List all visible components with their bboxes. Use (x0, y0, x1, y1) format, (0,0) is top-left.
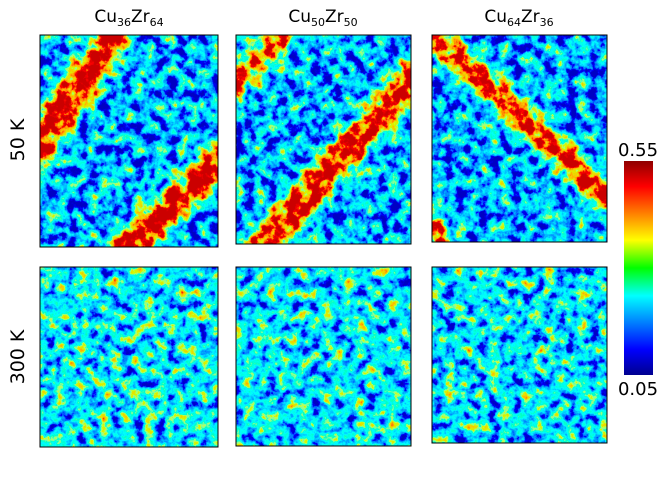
map-panel (432, 267, 607, 443)
row-label: 50 K (7, 118, 29, 161)
map-panel (226, 25, 420, 255)
map-panel (40, 267, 218, 447)
map-panel (425, 30, 615, 245)
column-label: Cu36Zr64 (94, 7, 163, 29)
row-label: 300 K (7, 329, 29, 384)
colorbar-min: 0.05 (618, 379, 658, 400)
map-panel (30, 25, 230, 255)
column-label: Cu50Zr50 (288, 7, 357, 29)
colorbar-max: 0.55 (618, 140, 658, 161)
figure: Cu36Zr64 Cu50Zr50 Cu64Zr36 50 K 300 K 0.… (0, 0, 660, 478)
map-panel (236, 267, 411, 446)
column-label: Cu64Zr36 (484, 7, 553, 29)
colorbar (624, 161, 653, 375)
